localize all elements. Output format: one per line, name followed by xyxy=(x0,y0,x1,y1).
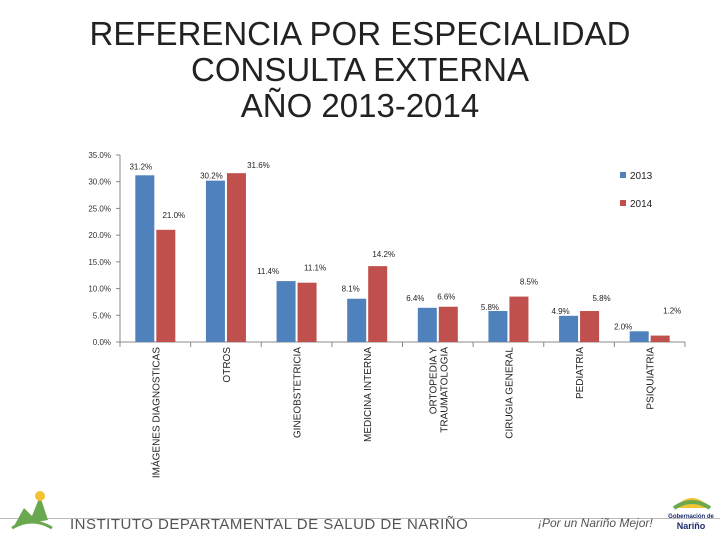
bar-2013-1 xyxy=(205,180,225,342)
legend-swatch-2013 xyxy=(620,172,626,178)
y-tick-label: 5.0% xyxy=(93,311,111,320)
x-tick-label: IMÁGENES DIAGNOSTICAS xyxy=(149,347,162,478)
bar-2014-2 xyxy=(297,282,317,342)
title-line-3: AÑO 2013-2014 xyxy=(240,87,480,124)
y-tick-label: 0.0% xyxy=(93,338,111,347)
slogan: ¡Por un Nariño Mejor! xyxy=(538,516,653,530)
footer-band xyxy=(0,518,720,519)
y-tick-label: 25.0% xyxy=(88,204,111,213)
government-name: Nariño xyxy=(676,521,706,531)
government-label-small: Gobernación de xyxy=(668,514,714,520)
x-tick-label: OTROS xyxy=(222,347,233,383)
bar-2013-0 xyxy=(135,175,155,342)
data-label-2014-2: 11.1% xyxy=(304,264,326,273)
data-label-2014-1: 31.6% xyxy=(247,161,270,170)
data-label-2014-4: 6.6% xyxy=(437,293,455,302)
y-tick-label: 10.0% xyxy=(88,285,111,294)
bar-2014-0 xyxy=(156,229,176,342)
title-line-2: CONSULTA EXTERNA xyxy=(190,51,529,88)
bar-2013-7 xyxy=(629,331,649,342)
title-line-1: REFERENCIA POR ESPECIALIDAD xyxy=(89,15,631,52)
data-label-2014-3: 14.2% xyxy=(372,250,395,259)
institute-logo-icon xyxy=(11,491,53,530)
legend-swatch-2014 xyxy=(620,200,626,206)
data-label-2013-7: 2.0% xyxy=(614,322,632,331)
data-label-2013-2: 11.4% xyxy=(257,267,279,276)
bar-2014-4 xyxy=(438,306,458,342)
data-label-2013-4: 6.4% xyxy=(406,294,424,303)
bar-2013-3 xyxy=(347,298,367,342)
x-tick-label: ORTOPEDIA Y xyxy=(428,347,439,415)
chart-data-labels: 31.2% 30.2% 11.4% 8.1% 6.4% 5.8% 4.9% 2.0% 21.0%… xyxy=(129,161,681,331)
y-tick-label: 20.0% xyxy=(88,231,111,240)
data-label-2013-5: 5.8% xyxy=(481,303,499,312)
x-tick-label: CIRUGIA GENERAL xyxy=(504,347,515,439)
page-title: REFERENCIA POR ESPECIALIDAD CONSULTA EXT… xyxy=(0,16,720,124)
bar-2014-5 xyxy=(509,296,529,342)
data-label-2014-7: 1.2% xyxy=(663,307,681,316)
legend-label-2013: 2013 xyxy=(630,171,653,182)
data-label-2013-3: 8.1% xyxy=(342,285,360,294)
x-tick-label: PSIQUIATRIA xyxy=(646,347,657,410)
data-label-2013-0: 31.2% xyxy=(129,162,152,171)
government-label: Gobernación de Nariño xyxy=(666,514,716,531)
data-label-2014-6: 5.8% xyxy=(592,294,610,303)
bar-2014-3 xyxy=(368,266,388,342)
x-tick-label: MEDICINA INTERNA xyxy=(363,347,374,442)
chart-legend: 2013 2014 xyxy=(620,171,653,210)
data-label-2013-1: 30.2% xyxy=(200,172,223,181)
government-logo-icon xyxy=(672,498,712,510)
bar-2013-4 xyxy=(417,307,437,342)
x-tick-label: TRAUMATOLOGIA xyxy=(439,347,450,433)
x-tick-label: GINEOBSTETRICIA xyxy=(293,347,304,438)
bar-2014-1 xyxy=(226,173,246,342)
y-tick-label: 15.0% xyxy=(88,258,111,267)
y-tick-label: 35.0% xyxy=(88,151,111,160)
legend-label-2014: 2014 xyxy=(630,199,653,210)
data-label-2014-0: 21.0% xyxy=(162,211,185,220)
bar-2013-5 xyxy=(488,311,508,342)
bar-2014-6 xyxy=(580,311,600,342)
bar-2013-6 xyxy=(559,315,579,342)
x-tick-label: PEDIATRIA xyxy=(575,347,586,399)
y-tick-label: 30.0% xyxy=(88,178,111,187)
bar-2013-2 xyxy=(276,281,296,342)
data-label-2014-5: 8.5% xyxy=(520,278,538,287)
institution-name: INSTITUTO DEPARTAMENTAL DE SALUD DE NARI… xyxy=(70,516,469,533)
chart-bars xyxy=(135,173,670,342)
bar-2014-7 xyxy=(650,335,670,342)
data-label-2013-6: 4.9% xyxy=(551,307,569,316)
